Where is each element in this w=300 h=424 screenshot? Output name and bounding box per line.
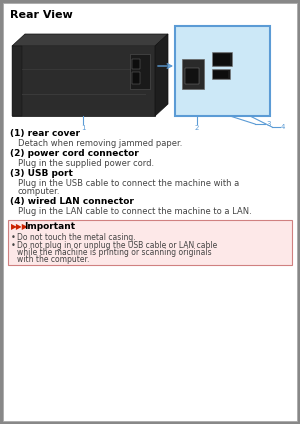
Text: (4) wired LAN connector: (4) wired LAN connector <box>10 197 134 206</box>
Text: 1: 1 <box>81 125 85 131</box>
Text: with the computer.: with the computer. <box>17 255 89 264</box>
FancyBboxPatch shape <box>212 69 230 79</box>
Polygon shape <box>12 46 22 116</box>
Text: Plug in the supplied power cord.: Plug in the supplied power cord. <box>18 159 154 168</box>
Text: Rear View: Rear View <box>10 10 73 20</box>
FancyBboxPatch shape <box>3 3 297 421</box>
Polygon shape <box>12 46 155 116</box>
FancyBboxPatch shape <box>132 59 140 69</box>
Text: Plug in the LAN cable to connect the machine to a LAN.: Plug in the LAN cable to connect the mac… <box>18 207 252 216</box>
Text: Important: Important <box>24 222 75 231</box>
Text: 4: 4 <box>281 124 285 130</box>
FancyBboxPatch shape <box>185 68 199 84</box>
Text: Do not plug in or unplug the USB cable or LAN cable: Do not plug in or unplug the USB cable o… <box>17 241 217 250</box>
Text: Detach when removing jammed paper.: Detach when removing jammed paper. <box>18 139 182 148</box>
FancyBboxPatch shape <box>212 52 232 66</box>
Text: ▶▶▶: ▶▶▶ <box>11 222 28 231</box>
Text: Plug in the USB cable to connect the machine with a: Plug in the USB cable to connect the mac… <box>18 179 239 188</box>
FancyBboxPatch shape <box>213 54 230 65</box>
Text: while the machine is printing or scanning originals: while the machine is printing or scannin… <box>17 248 211 257</box>
Text: •: • <box>11 233 16 242</box>
Text: •: • <box>11 241 16 250</box>
Text: Do not touch the metal casing.: Do not touch the metal casing. <box>17 233 136 242</box>
FancyBboxPatch shape <box>213 71 228 78</box>
Text: 3: 3 <box>266 121 271 127</box>
Polygon shape <box>12 34 168 46</box>
Text: 2: 2 <box>195 125 199 131</box>
FancyBboxPatch shape <box>182 59 204 89</box>
Text: computer.: computer. <box>18 187 61 196</box>
Text: (2) power cord connector: (2) power cord connector <box>10 149 139 158</box>
FancyBboxPatch shape <box>175 26 270 116</box>
Polygon shape <box>155 34 168 116</box>
FancyBboxPatch shape <box>132 72 140 84</box>
FancyBboxPatch shape <box>8 220 292 265</box>
FancyBboxPatch shape <box>130 54 150 89</box>
Text: (1) rear cover: (1) rear cover <box>10 129 80 138</box>
Text: (3) USB port: (3) USB port <box>10 169 73 178</box>
